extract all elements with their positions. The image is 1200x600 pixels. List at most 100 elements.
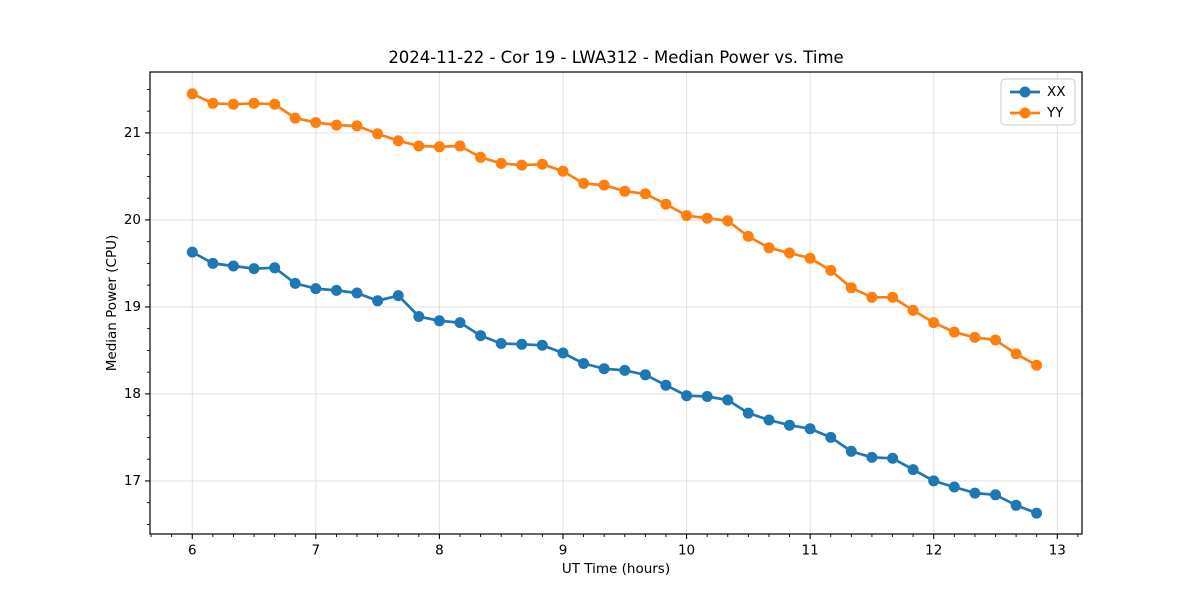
series-XX-point bbox=[1010, 499, 1022, 511]
y-tick-label-20: 20 bbox=[124, 212, 141, 228]
y-tick-label-17: 17 bbox=[124, 473, 141, 489]
x-tick-label-7: 7 bbox=[312, 543, 321, 559]
series-XX-point bbox=[907, 464, 919, 476]
series-XX-point bbox=[784, 419, 795, 431]
series-XX-point bbox=[413, 311, 425, 322]
series-YY-point bbox=[948, 326, 960, 338]
series-XX-point bbox=[845, 445, 857, 457]
series-XX-point bbox=[536, 339, 548, 351]
series-XX bbox=[186, 246, 1043, 519]
x-tick-label-6: 6 bbox=[188, 543, 197, 559]
series-XX-point bbox=[660, 379, 672, 391]
series-XX-point bbox=[495, 338, 507, 349]
series-YY-point bbox=[433, 141, 445, 153]
series-XX-point bbox=[681, 390, 693, 402]
series-YY-point bbox=[990, 334, 1001, 346]
series-YY-point bbox=[907, 304, 919, 316]
y-tick-label-21: 21 bbox=[124, 125, 141, 141]
series-YY-point bbox=[557, 165, 569, 177]
series-XX-point bbox=[722, 394, 734, 406]
series-XX-point bbox=[269, 262, 281, 274]
series-YY-point bbox=[928, 317, 940, 329]
series-XX-point bbox=[351, 287, 363, 299]
x-tick-label-9: 9 bbox=[559, 543, 568, 559]
series-YY-point bbox=[681, 210, 693, 222]
series-YY-point bbox=[742, 230, 754, 242]
series-YY-point bbox=[763, 242, 775, 254]
series-XX-point bbox=[1031, 507, 1043, 519]
series-YY-point bbox=[660, 198, 672, 210]
series-XX-point bbox=[454, 317, 466, 329]
series-XX-point bbox=[763, 414, 775, 426]
x-tick-label-8: 8 bbox=[435, 543, 444, 559]
series-YY-point bbox=[619, 185, 631, 197]
legend-YY-marker bbox=[1019, 107, 1031, 119]
series-XX-point bbox=[598, 363, 610, 375]
series-XX-point bbox=[227, 260, 239, 272]
series-YY-point bbox=[454, 140, 466, 152]
series-YY-point bbox=[248, 97, 260, 109]
series-YY-point bbox=[207, 97, 219, 109]
series-YY-point bbox=[866, 291, 878, 303]
series-YY-point bbox=[1031, 359, 1043, 371]
minor-ticks bbox=[147, 88, 1079, 537]
series-XX-point bbox=[804, 423, 816, 435]
series-YY-point bbox=[351, 120, 363, 132]
series-YY-point bbox=[804, 252, 816, 264]
series-YY-point bbox=[392, 135, 404, 147]
series-YY-point bbox=[578, 177, 590, 189]
major-ticks bbox=[145, 132, 1058, 539]
series-XX-point bbox=[639, 369, 651, 381]
series-YY-point bbox=[887, 291, 899, 303]
series-YY-point bbox=[784, 247, 795, 259]
series-YY-line bbox=[190, 92, 1038, 367]
series-YY-point bbox=[289, 112, 301, 124]
series-YY-point bbox=[825, 264, 837, 276]
series-XX-point bbox=[310, 283, 322, 295]
series-YY-point bbox=[598, 179, 610, 191]
series-XX-point bbox=[825, 431, 837, 443]
y-tick-label-19: 19 bbox=[124, 299, 141, 315]
series-XX-point bbox=[948, 481, 960, 493]
y-tick-label-18: 18 bbox=[124, 386, 141, 402]
series-XX-point bbox=[248, 263, 260, 275]
series-YY-point bbox=[701, 212, 713, 224]
series-YY-point bbox=[969, 331, 981, 343]
legend-XX-marker bbox=[1019, 86, 1031, 98]
legend: XX YY bbox=[1000, 78, 1076, 126]
chart-title: 2024-11-22 - Cor 19 - LWA312 - Median Po… bbox=[388, 48, 844, 67]
x-tick-label-11: 11 bbox=[802, 543, 819, 559]
series-XX-point bbox=[742, 407, 754, 419]
x-tick-label-10: 10 bbox=[678, 543, 695, 559]
series-YY-point bbox=[639, 188, 651, 200]
series-XX-point bbox=[372, 295, 384, 307]
x-axis-label: UT Time (hours) bbox=[561, 561, 671, 577]
series-YY-point bbox=[845, 282, 857, 294]
series-XX-point bbox=[887, 452, 899, 464]
grid bbox=[150, 72, 1082, 534]
legend-XX-label: XX bbox=[1047, 84, 1066, 100]
series-XX-point bbox=[331, 284, 342, 296]
series-XX-point bbox=[578, 358, 590, 369]
series-XX-point bbox=[701, 391, 713, 402]
series-YY bbox=[186, 88, 1043, 371]
series-YY-point bbox=[227, 98, 239, 110]
series-YY-point bbox=[310, 117, 322, 128]
series-XX-point bbox=[207, 257, 219, 269]
series-XX-point bbox=[969, 487, 981, 499]
series-YY-point bbox=[1010, 348, 1022, 360]
tick-labels: 6 7 8 9 10 11 12 13 17 18 19 20 21 bbox=[124, 125, 1066, 559]
x-tick-label-12: 12 bbox=[925, 543, 942, 559]
series-XX-point bbox=[392, 290, 404, 302]
series-YY-point bbox=[269, 98, 281, 110]
series-YY-point bbox=[722, 215, 734, 227]
series-XX-point bbox=[433, 315, 445, 327]
series-YY-point bbox=[331, 119, 342, 131]
legend-YY-label: YY bbox=[1046, 105, 1064, 121]
series-XX-point bbox=[475, 330, 487, 342]
series-YY-point bbox=[413, 140, 425, 152]
series-YY-point bbox=[516, 159, 528, 171]
series-YY-point bbox=[475, 151, 487, 163]
